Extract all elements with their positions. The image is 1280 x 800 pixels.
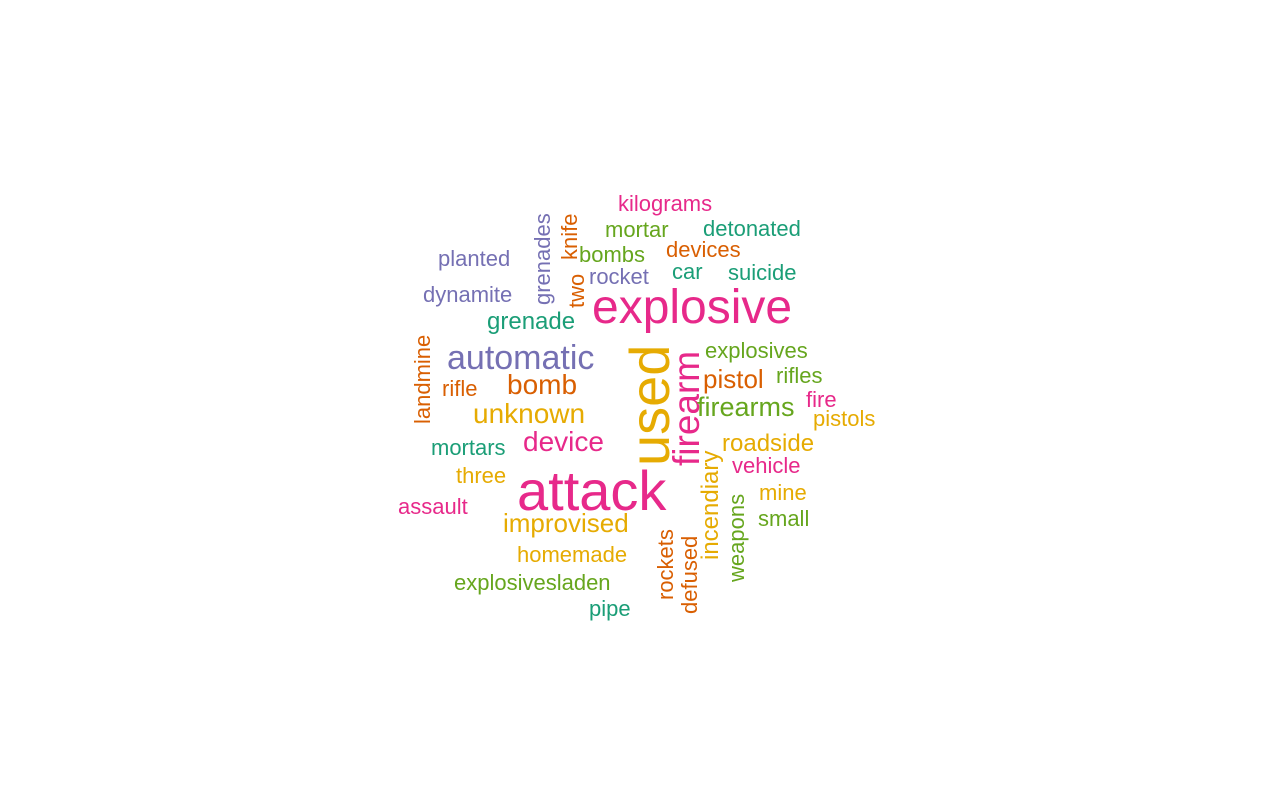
word-pistol: pistol [703, 364, 764, 394]
word-knife: knife [557, 213, 582, 260]
word-rifle: rifle [442, 376, 478, 401]
word-assault: assault [398, 494, 468, 519]
word-kilograms: kilograms [618, 191, 713, 216]
word-bomb: bomb [507, 369, 578, 400]
word-dynamite: dynamite [423, 282, 513, 307]
word-three: three [456, 463, 507, 488]
word-small: small [758, 506, 810, 531]
word-mortars: mortars [431, 435, 506, 460]
word-improvised: improvised [503, 508, 629, 538]
word-mine: mine [759, 480, 807, 505]
word-explosives: explosives [705, 338, 808, 363]
word-weapons: weapons [724, 493, 749, 582]
word-roadside: roadside [722, 430, 815, 457]
word-landmine: landmine [410, 334, 435, 424]
word-bombs: bombs [579, 242, 646, 267]
word-grenade: grenade [487, 308, 576, 335]
word-attack: attack [517, 459, 667, 522]
word-explosivesladen: explosivesladen [454, 570, 611, 595]
word-defused: defused [677, 535, 702, 614]
word-unknown: unknown [473, 398, 586, 429]
word-mortar: mortar [605, 217, 669, 242]
word-detonated: detonated [703, 216, 801, 241]
word-car: car [672, 259, 703, 284]
word-rockets: rockets [653, 529, 678, 600]
word-firearms: firearms [697, 392, 795, 422]
word-vehicle: vehicle [732, 453, 801, 478]
word-planted: planted [438, 246, 511, 271]
word-pipe: pipe [589, 596, 631, 621]
word-device: device [523, 426, 604, 457]
word-devices: devices [666, 237, 741, 262]
word-rocket: rocket [589, 264, 649, 289]
word-rifles: rifles [776, 363, 823, 388]
word-suicide: suicide [728, 260, 797, 285]
word-homemade: homemade [517, 542, 628, 567]
word-grenades: grenades [530, 213, 555, 305]
word-two: two [564, 273, 589, 308]
word-fire: fire [806, 387, 837, 412]
word-incendiary: incendiary [697, 450, 724, 560]
word-explosive: explosive [592, 281, 793, 334]
word-automatic: automatic [447, 339, 595, 377]
word-pistols: pistols [813, 406, 876, 431]
